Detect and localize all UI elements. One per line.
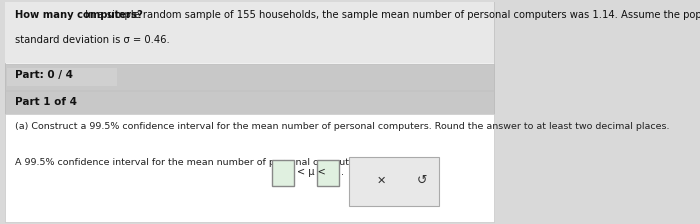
Text: (a) Construct a 99.5% confidence interval for the mean number of personal comput: (a) Construct a 99.5% confidence interva… (15, 122, 669, 131)
Text: < μ <: < μ < (297, 168, 326, 177)
Text: A 99.5% confidence interval for the mean number of personal computers is: A 99.5% confidence interval for the mean… (15, 158, 374, 167)
FancyBboxPatch shape (5, 64, 494, 90)
FancyBboxPatch shape (5, 2, 494, 63)
FancyBboxPatch shape (5, 2, 494, 222)
Text: How many computers?: How many computers? (15, 10, 143, 20)
FancyBboxPatch shape (8, 68, 117, 86)
FancyBboxPatch shape (5, 91, 494, 114)
FancyBboxPatch shape (272, 160, 294, 186)
Text: .: . (341, 168, 344, 177)
FancyBboxPatch shape (349, 157, 439, 206)
Text: ↺: ↺ (416, 174, 427, 187)
Text: In a simple random sample of 155 households, the sample mean number of personal : In a simple random sample of 155 househo… (83, 10, 700, 20)
FancyBboxPatch shape (5, 114, 494, 222)
Text: standard deviation is σ = 0.46.: standard deviation is σ = 0.46. (15, 35, 169, 45)
FancyBboxPatch shape (317, 160, 340, 186)
Text: Part: 0 / 4: Part: 0 / 4 (15, 71, 73, 80)
Text: Part 1 of 4: Part 1 of 4 (15, 97, 77, 107)
Text: ✕: ✕ (377, 175, 386, 185)
